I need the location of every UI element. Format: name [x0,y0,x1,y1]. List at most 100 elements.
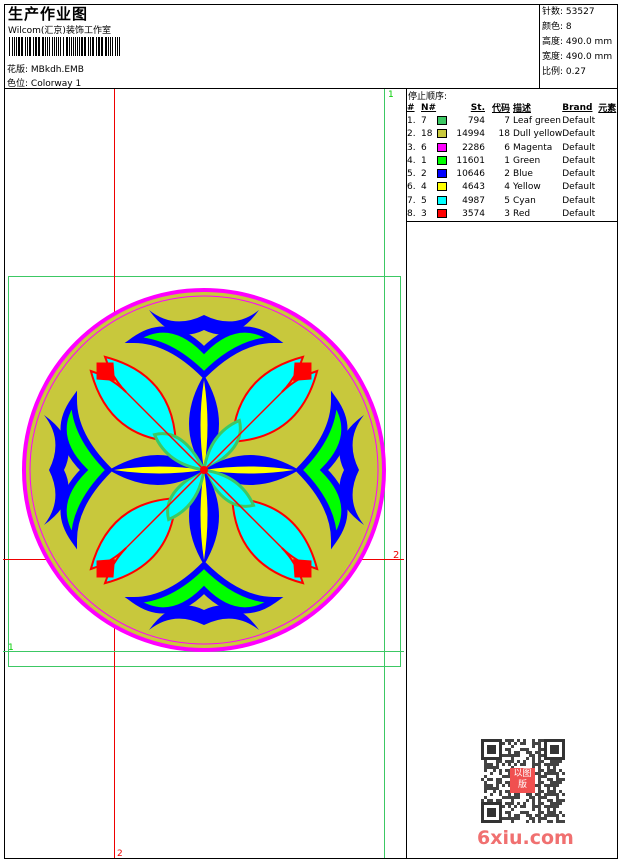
col-header: 描述 [513,104,532,115]
row-needle: 4 [421,182,427,193]
col-header: # [407,102,415,113]
row-index: 2. [407,129,416,140]
row-index: 4. [407,155,416,166]
red-ray [125,469,205,549]
row-needle: 6 [421,142,427,153]
company-name: Wilcom(汇京)装饰工作室 [8,26,111,36]
row-stitches: 4987 [462,195,485,206]
leaf-cluster [60,390,114,550]
blue-leaf [44,415,69,525]
colorway: 色位: Colorway 1 [7,76,81,89]
row-index: 5. [407,169,416,180]
legend-title: 停止顺序: [408,92,448,102]
marker-green-left: 1 [8,643,14,653]
row-brand: Default [562,129,596,140]
colorway-label: 色位: [7,79,29,89]
col-header: 元素 [598,104,617,115]
info-height: 高度: 490.0 mm [542,37,613,47]
info-colors: 颜色: 8 [542,22,572,32]
marker-red-right: 2 [393,550,399,561]
row-needle: 3 [421,209,427,220]
color-swatch [437,142,447,152]
col-header: 代码 [491,104,510,115]
row-brand: Default [562,115,596,126]
row-stitches: 10646 [456,169,485,180]
row-description: Leaf green [513,115,561,126]
qr-code: 以图版 [481,739,565,823]
info-scale: 比例: 0.27 [542,67,586,77]
header-divider [4,88,618,89]
leaf-cluster [294,390,348,550]
row-stitches: 4643 [462,182,485,193]
row-code: 18 [498,129,510,140]
legend-row: 5. 2 10646 2 Blue Default [407,167,616,180]
legend-row: 2. 18 14994 18 Dull yellow Default [407,128,616,141]
legend-row: 7. 5 4987 5 Cyan Default [407,194,616,207]
inner-cyan [166,467,206,522]
row-brand: Default [562,155,596,166]
row-description: Red [513,209,531,220]
red-flower [96,362,115,381]
col-header: St. [470,102,485,113]
color-swatch [437,209,447,219]
inner-cyan [201,468,256,508]
inner-cyan [202,418,242,473]
row-stitches: 2286 [462,142,485,153]
col-header: N# [421,102,437,113]
row-needle: 2 [421,169,427,180]
row-code: 3 [504,209,510,220]
row-brand: Default [562,195,596,206]
col-header: Brand [562,102,593,113]
row-description: Blue [513,169,533,180]
seal-logo: 以图版 [510,768,535,793]
row-index: 3. [407,142,416,153]
row-needle: 18 [421,129,433,140]
embroidery-design [22,288,386,652]
row-code: 5 [504,195,510,206]
info-width: 宽度: 490.0 mm [542,52,613,62]
blue-leaf [339,415,364,525]
red-flower [96,559,115,578]
row-index: 7. [407,195,416,206]
red-ray [125,391,205,471]
legend-row: 1. 7 794 7 Leaf green Default [407,114,616,127]
legend-row: 8. 3 3574 3 Red Default [407,207,616,220]
page-title: 生产作业图 [8,5,89,23]
row-description: Green [513,155,541,166]
design-name: 花版: MBkdh.EMB [7,62,84,75]
color-swatch [437,115,447,125]
design-label: 花版: [7,65,29,75]
star-center-line [114,466,204,474]
legend-row: 3. 6 2286 6 Magenta Default [407,141,616,154]
leaf-cluster [124,326,284,380]
red-flower [293,362,312,381]
row-code: 4 [504,182,510,193]
row-brand: Default [562,182,596,193]
leaf-cluster [124,560,284,614]
row-code: 6 [504,142,510,153]
inner-cyan [152,432,207,472]
page-frame [4,4,618,859]
row-stitches: 794 [467,115,485,126]
star-center-line [200,380,208,470]
watermark-logo: 6xiu.com [477,827,574,849]
row-stitches: 3574 [462,209,485,220]
color-swatch [437,169,447,179]
info-divider [539,4,540,89]
row-code: 7 [504,115,510,126]
legend-row: 6. 4 4643 4 Yellow Default [407,181,616,194]
info-stitches: 针数: 53527 [542,7,595,17]
marker-green-top: 1 [388,90,394,100]
color-swatch [437,182,447,192]
row-brand: Default [562,169,596,180]
blue-leaf [149,605,259,630]
info-panel: 针数: 53527 颜色: 8 高度: 490.0 mm 宽度: 490.0 m… [542,5,612,80]
row-description: Magenta [513,142,553,153]
row-needle: 5 [421,195,427,206]
blue-leaf [149,310,259,335]
legend-row: 4. 1 11601 1 Green Default [407,154,616,167]
color-swatch [437,155,447,165]
row-description: Yellow [513,182,541,193]
colorway-value: Colorway 1 [30,79,82,89]
